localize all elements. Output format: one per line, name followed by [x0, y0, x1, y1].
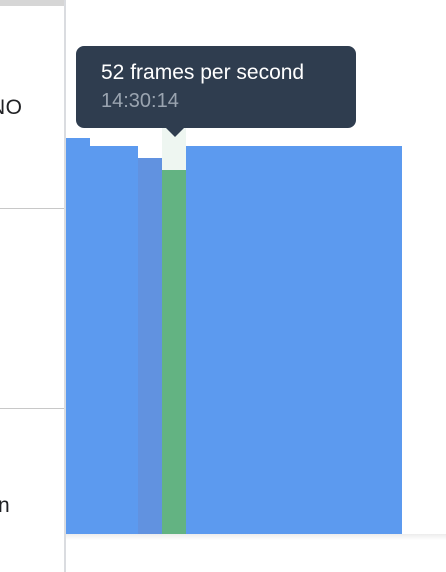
chart-bar[interactable]	[90, 146, 114, 534]
chart-bar[interactable]	[210, 146, 234, 534]
chart-bar[interactable]	[258, 146, 282, 534]
chart-bar[interactable]	[306, 146, 330, 534]
tooltip-value: 52 frames per second	[101, 61, 305, 84]
side-row-label-3[interactable]: n	[0, 494, 11, 517]
fps-chart[interactable]	[66, 0, 446, 534]
chart-baseline-area	[66, 534, 446, 572]
chart-bar[interactable]	[138, 158, 162, 534]
row-divider	[0, 408, 64, 409]
panel-top-strip	[0, 0, 64, 6]
chart-bar[interactable]	[282, 146, 306, 534]
row-divider	[0, 208, 64, 209]
tooltip-time: 14:30:14	[101, 90, 179, 112]
chart-bar[interactable]	[378, 146, 402, 534]
chart-bar[interactable]	[186, 146, 210, 534]
tooltip-arrow	[165, 127, 185, 137]
fps-chart-svg[interactable]	[66, 0, 446, 534]
side-panel: NO n	[0, 0, 66, 572]
chart-bar[interactable]	[114, 146, 138, 534]
chart-bar-highlighted[interactable]	[162, 170, 186, 534]
chart-bar[interactable]	[354, 146, 378, 534]
chart-bar[interactable]	[66, 138, 90, 534]
chart-bar[interactable]	[234, 146, 258, 534]
side-row-label-1[interactable]: NO	[0, 96, 23, 119]
chart-tooltip: 52 frames per second 14:30:14	[76, 46, 356, 137]
chart-bar[interactable]	[330, 146, 354, 534]
